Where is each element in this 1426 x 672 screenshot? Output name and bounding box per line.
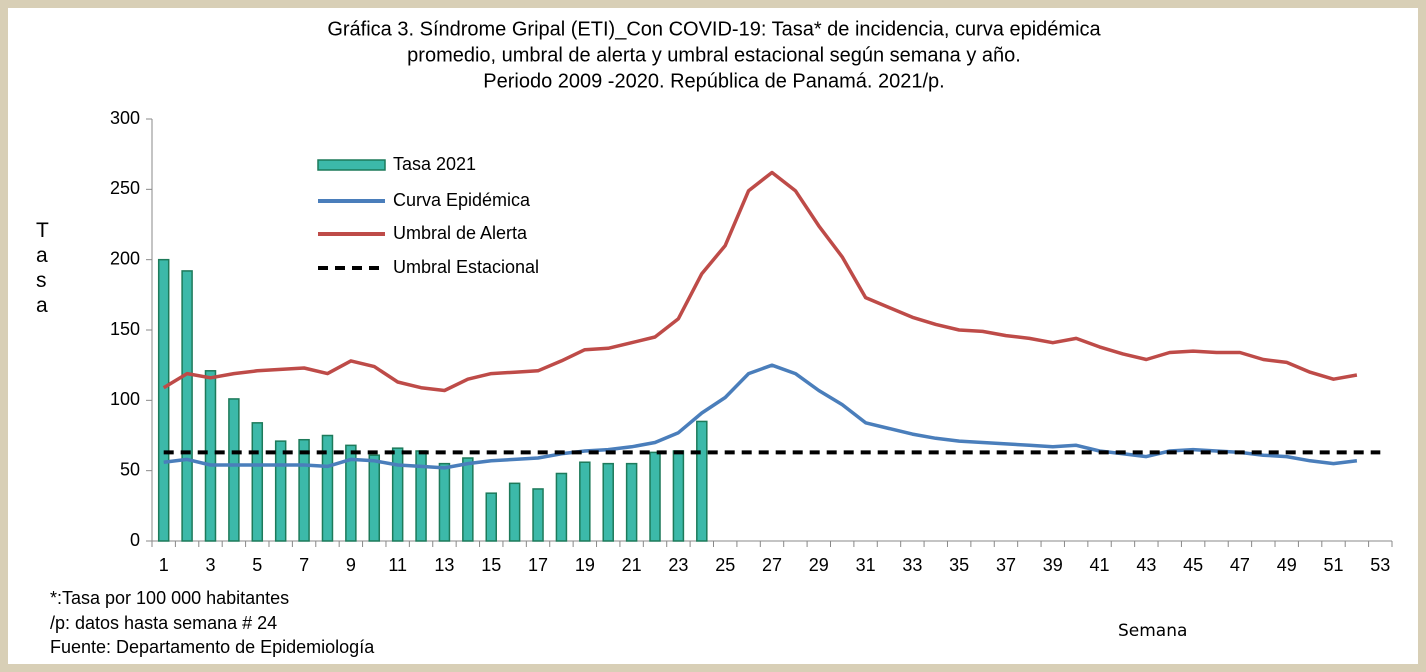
series-line [162, 170, 1358, 393]
x-tick-label: 15 [481, 555, 501, 575]
x-tick-label: 25 [715, 555, 735, 575]
bar [368, 454, 381, 542]
bar [228, 398, 240, 542]
bar [508, 482, 521, 542]
x-tick-label: 37 [996, 555, 1016, 575]
footnote: Fuente: Departamento de Epidemiología [50, 637, 375, 657]
bar [251, 422, 264, 542]
footnote: /p: datos hasta semana # 24 [50, 613, 277, 633]
x-tick-label: 9 [346, 555, 356, 575]
x-tick-label: 35 [949, 555, 969, 575]
x-tick-label: 7 [299, 555, 309, 575]
y-tick-label: 100 [110, 389, 140, 409]
x-tick-label: 13 [434, 555, 454, 575]
y-tick-label: 250 [110, 178, 140, 198]
x-tick-label: 27 [762, 555, 782, 575]
bar [321, 434, 334, 542]
bar [555, 472, 568, 542]
x-tick-label: 11 [388, 555, 407, 575]
legend-label: Umbral Estacional [393, 257, 539, 277]
y-tick-label: 50 [120, 459, 140, 479]
chart-title: Gráfica 3. Síndrome Gripal (ETI)_Con COV… [327, 18, 1101, 40]
x-tick-label: 29 [809, 555, 829, 575]
x-tick-label: 5 [252, 555, 262, 575]
bar [391, 447, 404, 542]
x-tick-label: 23 [668, 555, 688, 575]
bar [649, 451, 661, 542]
x-tick-label: 39 [1043, 555, 1063, 575]
x-tick-label: 33 [902, 555, 922, 575]
chart-background [8, 8, 1418, 664]
x-tick-label: 1 [159, 555, 169, 575]
bar [181, 270, 193, 542]
y-tick-label: 150 [110, 319, 140, 339]
y-tick-label: 200 [110, 248, 140, 268]
x-tick-label: 17 [528, 555, 548, 575]
bar [438, 462, 451, 542]
x-tick-label: 3 [205, 555, 215, 575]
legend-swatch [317, 159, 386, 171]
bar [579, 461, 591, 542]
x-tick-label: 41 [1090, 555, 1110, 575]
y-axis-label: Tasa [36, 219, 49, 317]
y-tick-label: 300 [110, 108, 140, 128]
bar [204, 370, 217, 542]
bar [625, 462, 638, 542]
chart-title: Periodo 2009 -2020. República de Panamá.… [483, 70, 944, 92]
x-tick-label: 43 [1136, 555, 1156, 575]
x-tick-label: 45 [1183, 555, 1203, 575]
x-tick-label: 49 [1277, 555, 1297, 575]
legend-label: Curva Epidémica [393, 190, 531, 210]
bar [672, 450, 685, 542]
legend-label: Umbral de Alerta [393, 223, 528, 243]
bar [157, 258, 170, 542]
bar [485, 492, 497, 542]
x-tick-label: 19 [575, 555, 595, 575]
bar [696, 420, 708, 542]
bar [298, 438, 310, 542]
x-tick-label: 53 [1370, 555, 1390, 575]
x-tick-label: 51 [1323, 555, 1343, 575]
bar [602, 462, 614, 542]
x-axis-label: Semana [1118, 621, 1187, 641]
footnote: *:Tasa por 100 000 habitantes [50, 588, 289, 608]
bar [532, 488, 544, 542]
bar [462, 457, 474, 542]
x-tick-label: 31 [856, 555, 876, 575]
bar [274, 440, 287, 542]
x-tick-label: 21 [622, 555, 642, 575]
x-tick-label: 47 [1230, 555, 1250, 575]
bar [345, 444, 357, 542]
chart-title: promedio, umbral de alerta y umbral esta… [407, 44, 1021, 66]
y-tick-label: 0 [130, 530, 140, 550]
legend-label: Tasa 2021 [393, 154, 476, 174]
